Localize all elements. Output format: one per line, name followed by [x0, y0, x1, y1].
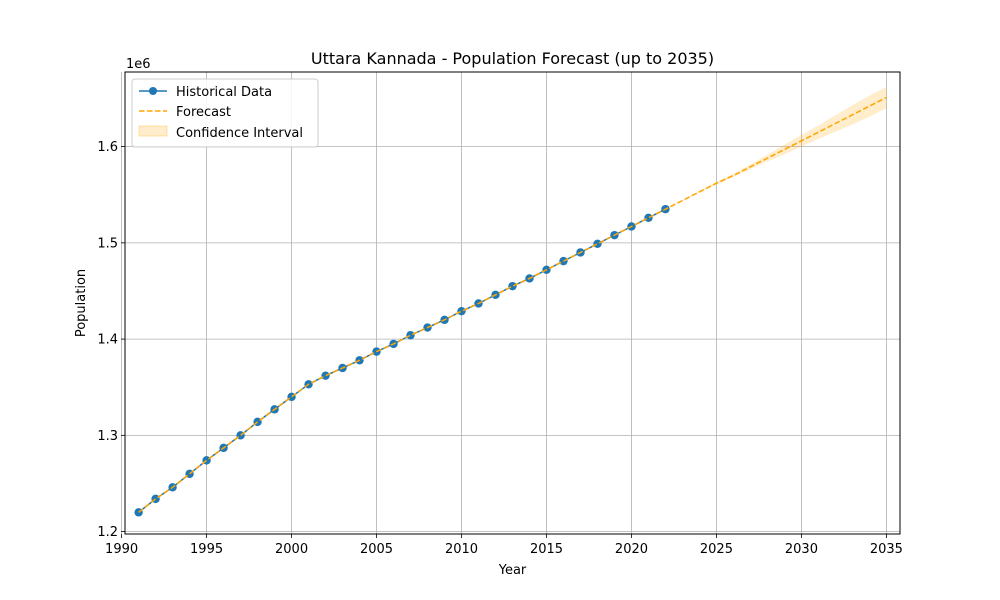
- x-tick-label: 1995: [190, 542, 223, 557]
- historical-data-point: [457, 306, 466, 316]
- legend-box: [131, 78, 319, 148]
- x-tick-label: 2005: [360, 542, 393, 557]
- x-tick-label: 2025: [700, 542, 733, 557]
- historical-data-point: [321, 371, 330, 380]
- legend-historical-label: Historical Data: [176, 85, 272, 100]
- historical-data-point: [644, 213, 653, 223]
- confidence-band: [665, 86, 887, 210]
- y-axis-label: Population: [74, 269, 89, 337]
- historical-data-point: [406, 331, 415, 340]
- historical-data-line: [138, 208, 666, 513]
- legend-ci-label: Confidence Interval: [176, 126, 303, 141]
- y-axis: 1.2 1.3 1.4 1.5 1.6: [97, 140, 125, 540]
- y-tick-label: 1.3: [97, 429, 118, 444]
- y-tick-label: 1.6: [97, 140, 118, 155]
- legend-historical-marker: [149, 87, 157, 95]
- series-markers: [134, 96, 887, 517]
- grid: [121, 72, 900, 534]
- series-lines: [138, 208, 666, 513]
- legend-ci-swatch: [138, 125, 168, 137]
- y-scale-label: 1e6: [126, 57, 151, 72]
- historical-data-point: [508, 281, 517, 291]
- legend-forecast-label: Forecast: [176, 105, 231, 120]
- x-axis: 1990 1995 2000 2005 2010 2015 2020 2025 2030 2035: [105, 534, 903, 557]
- x-tick-label: 2000: [275, 542, 308, 557]
- plot-frame: [124, 71, 901, 535]
- x-tick-label: 2010: [445, 542, 478, 557]
- y-tick-label: 1.5: [97, 236, 118, 251]
- x-axis-label: Year: [498, 563, 527, 578]
- x-tick-label: 2035: [870, 542, 903, 557]
- y-tick-label: 1.4: [97, 333, 118, 348]
- x-tick-label: 2020: [615, 542, 648, 557]
- x-tick-label: 2030: [785, 542, 818, 557]
- confidence-band-group: [665, 86, 887, 210]
- legend: Historical Data Forecast Confidence Inte…: [131, 78, 319, 148]
- x-tick-label: 1990: [105, 542, 138, 557]
- chart-title: Uttara Kannada - Population Forecast (up…: [311, 49, 714, 68]
- y-tick-label: 1.2: [97, 525, 118, 540]
- x-tick-label: 2015: [530, 542, 563, 557]
- historical-data-point: [593, 239, 602, 249]
- forecast-line: [138, 96, 887, 513]
